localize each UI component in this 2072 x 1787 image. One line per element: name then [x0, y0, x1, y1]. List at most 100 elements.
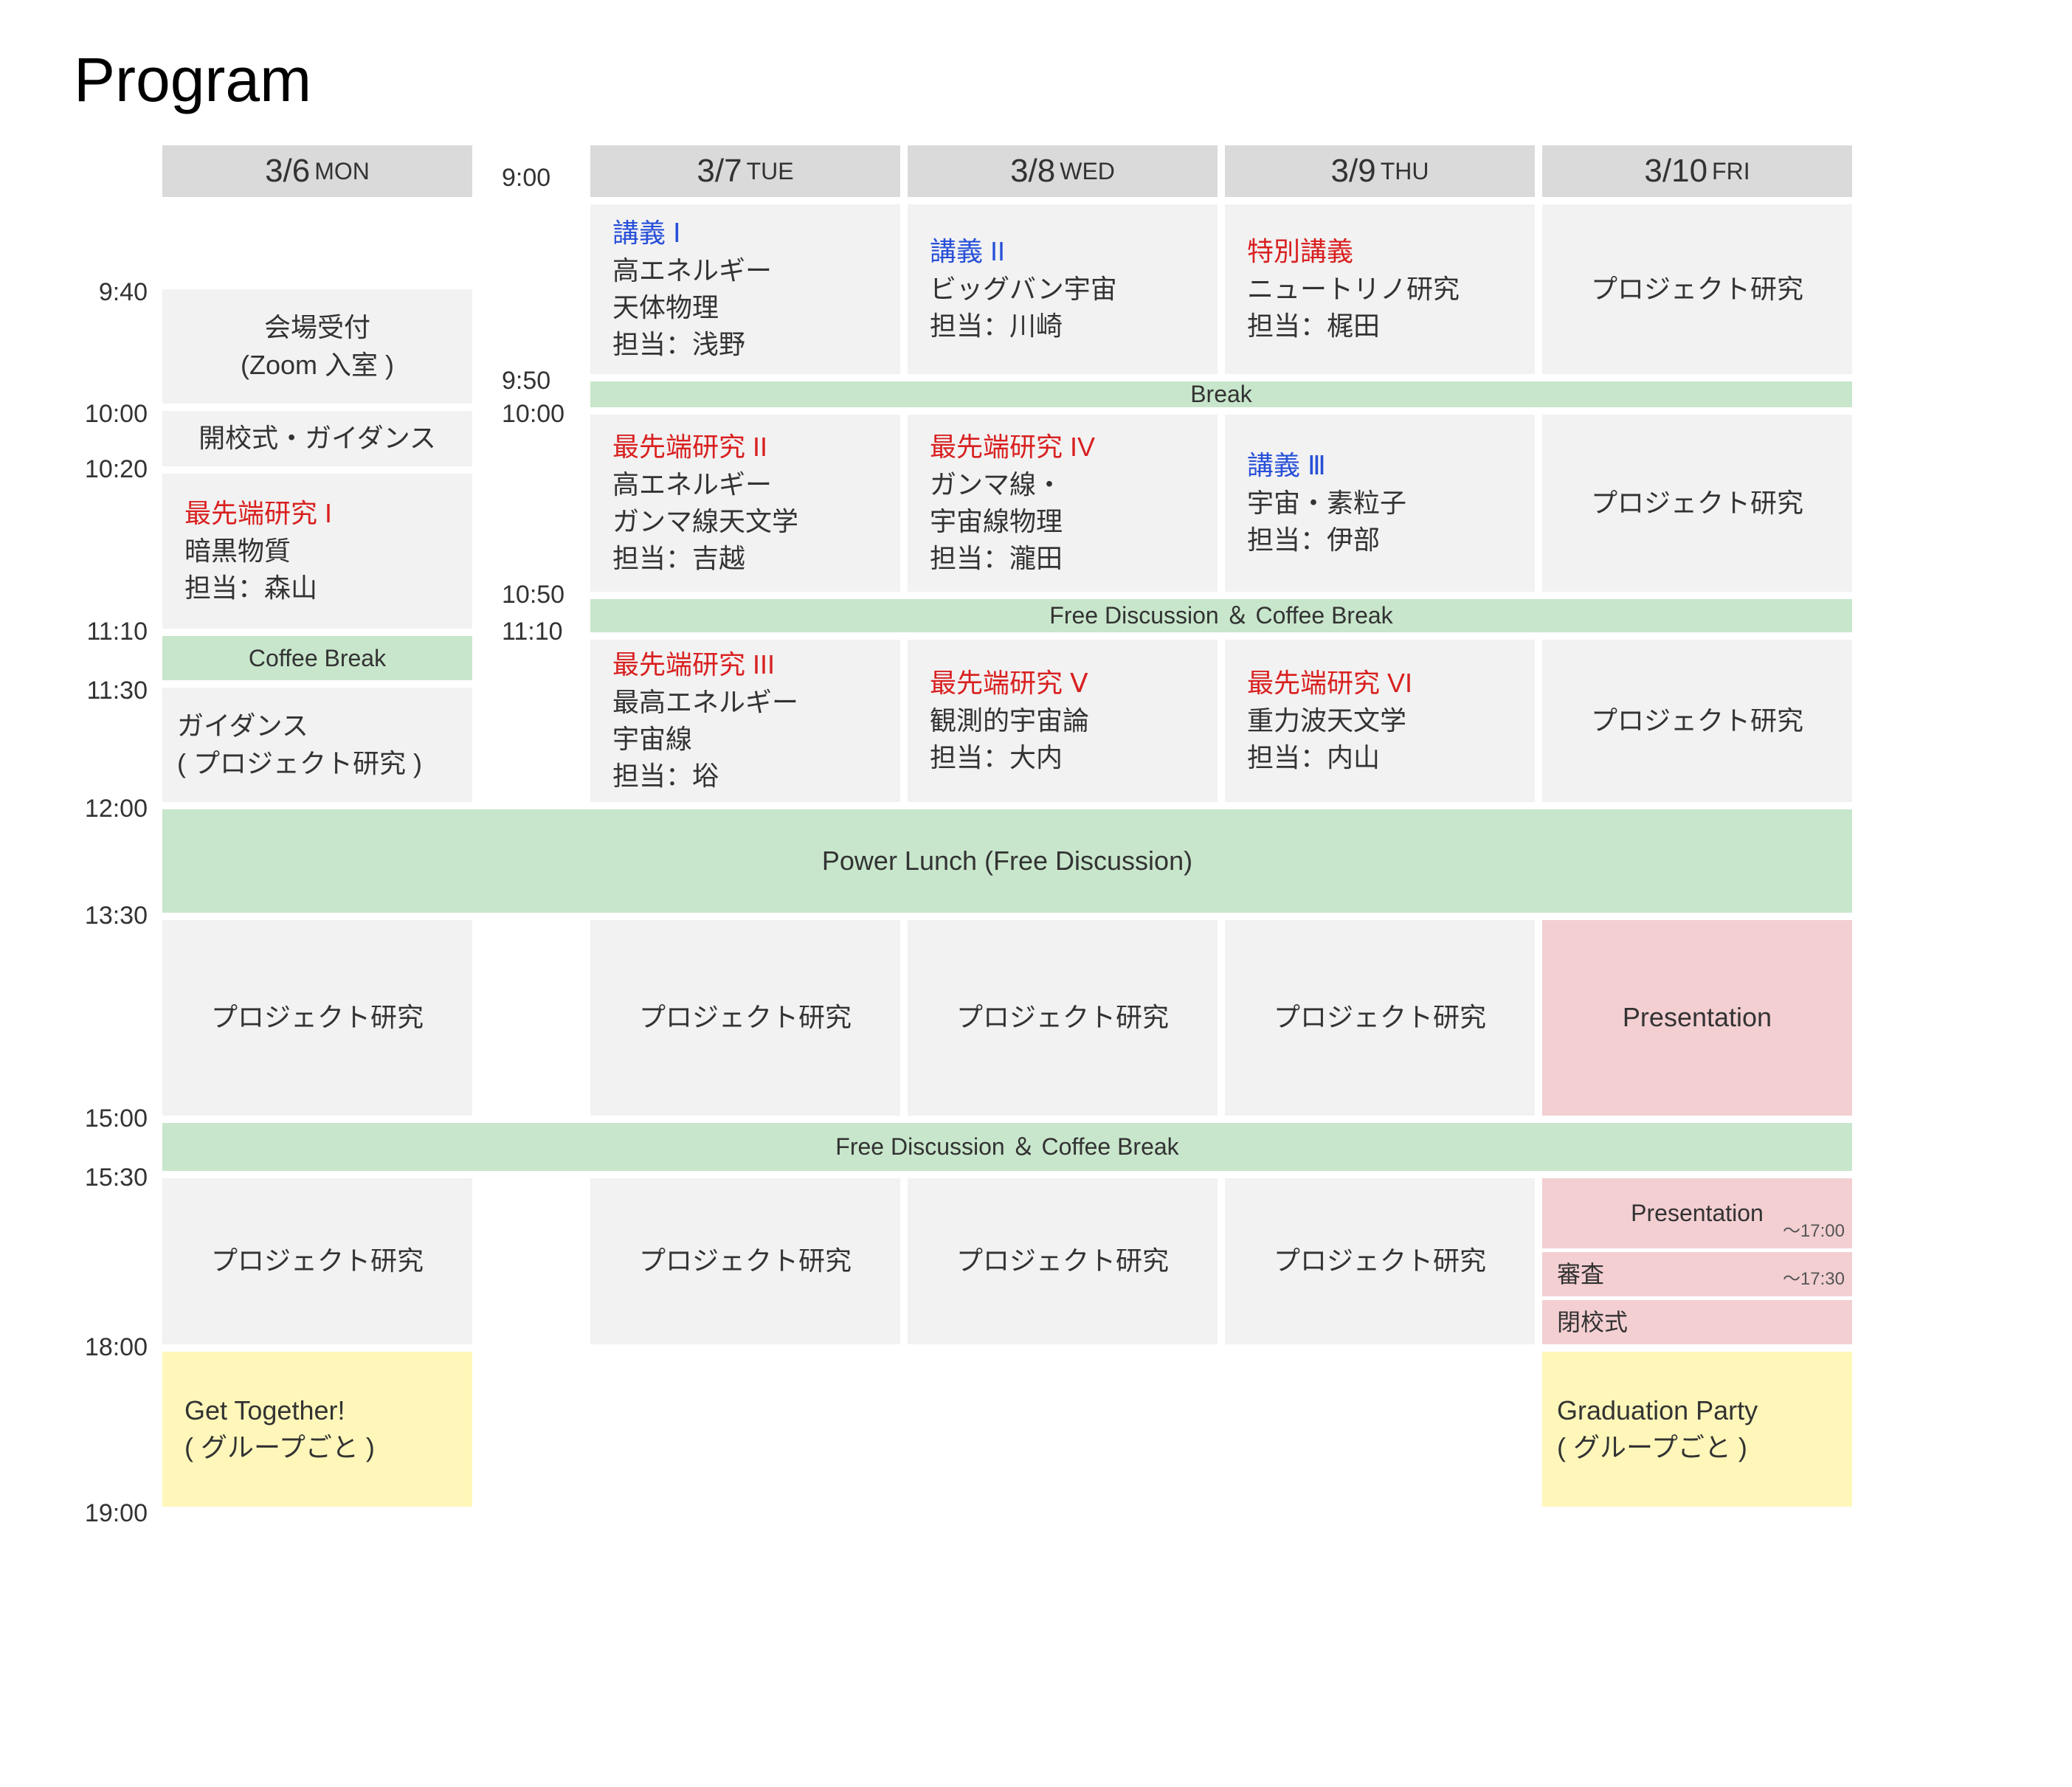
day-header: 3/7 TUE — [590, 145, 900, 197]
session-title: 最先端研究 II — [612, 429, 767, 466]
session-title: 最先端研究 III — [612, 646, 775, 683]
time-label: 10:00 — [66, 400, 148, 429]
thu-lecture-3: 講義 Ⅲ 宇宙・素粒子 担当：伊部 — [1225, 415, 1535, 592]
wed-project-pm2: プロジェクト研究 — [908, 1178, 1218, 1344]
line: 観測的宇宙論 — [930, 702, 1089, 739]
time-label: 11:10 — [66, 618, 148, 646]
line: 宇宙・素粒子 — [1247, 485, 1406, 522]
line: 暗黒物質 — [184, 533, 291, 570]
schedule-grid: 3/6 MON 3/7 TUE 3/8 WED 3/9 THU 3/10 FRI… — [44, 145, 1963, 1658]
line: 天体物理 — [612, 289, 719, 326]
time-label: 11:30 — [66, 677, 148, 705]
session-title: 講義 Ⅲ — [1247, 447, 1326, 484]
dow: WED — [1060, 155, 1115, 188]
session-title: 最先端研究 IV — [930, 429, 1095, 466]
day-header: 3/9 THU — [1225, 145, 1535, 197]
line: 担当：大内 — [930, 739, 1063, 776]
date: 3/7 — [697, 148, 742, 194]
power-lunch: Power Lunch (Free Discussion) — [162, 809, 1852, 913]
time-label: 15:30 — [66, 1164, 148, 1192]
thu-project-pm1: プロジェクト研究 — [1225, 920, 1535, 1116]
time-label: 13:30 — [66, 902, 148, 930]
line: ガンマ線・ — [930, 466, 1063, 503]
session-title: 最先端研究 I — [184, 495, 332, 532]
line: ガンマ線天文学 — [612, 503, 798, 540]
page-title: Program — [74, 44, 2028, 116]
time-label: 9:40 — [66, 278, 148, 307]
time-label: 19:00 — [66, 1499, 148, 1528]
line: 宇宙線物理 — [930, 503, 1063, 540]
mon-coffee-break: Coffee Break — [162, 636, 472, 680]
free-discussion-bar-2: Free Discussion ＆ Coffee Break — [162, 1123, 1852, 1171]
day-header: 3/10 FRI — [1542, 145, 1852, 197]
line: Graduation Party — [1557, 1392, 1758, 1429]
dow: FRI — [1712, 155, 1750, 188]
line: 担当：内山 — [1247, 739, 1380, 776]
session-title: 最先端研究 Ⅴ — [930, 665, 1088, 702]
date: 3/9 — [1331, 148, 1376, 194]
tue-research-2: 最先端研究 II 高エネルギー ガンマ線天文学 担当：吉越 — [590, 415, 900, 592]
line: (Zoom 入室 ) — [241, 347, 394, 384]
line: 宇宙線 — [612, 721, 692, 758]
line: ビッグバン宇宙 — [930, 271, 1117, 308]
dow: THU — [1381, 155, 1429, 188]
line: 重力波天文学 — [1247, 702, 1406, 739]
fri-project-1: プロジェクト研究 — [1542, 204, 1852, 374]
line: ( プロジェクト研究 ) — [177, 745, 422, 782]
time-label: 10:50 — [502, 581, 564, 609]
line: 高エネルギー — [612, 252, 772, 289]
time-label: ～17:00 — [1783, 1219, 1845, 1244]
line: 会場受付 — [264, 309, 370, 346]
session-title: 特別講義 — [1247, 233, 1353, 270]
mon-project-pm2: プロジェクト研究 — [162, 1178, 472, 1344]
dow: TUE — [747, 155, 794, 188]
day-header: 3/8 WED — [908, 145, 1218, 197]
line: 担当：梶田 — [1247, 308, 1380, 345]
time-label: 9:00 — [502, 164, 550, 193]
mon-reception: 会場受付 (Zoom 入室 ) — [162, 289, 472, 404]
session-title: 講義 Ⅰ — [612, 215, 681, 252]
tue-project-pm2: プロジェクト研究 — [590, 1178, 900, 1344]
day-header: 3/6 MON — [162, 145, 472, 197]
session-title: 講義 II — [930, 233, 1005, 270]
fri-presentation-2: Presentation ～17:00 — [1542, 1178, 1852, 1248]
mon-get-together: Get Together! ( グループごと ) — [162, 1352, 472, 1507]
mon-research-1: 最先端研究 I 暗黒物質 担当：森山 — [162, 474, 472, 629]
wed-lecture-2: 講義 II ビッグバン宇宙 担当：川崎 — [908, 204, 1218, 374]
line: 担当：瀧田 — [930, 540, 1063, 577]
break-bar: Break — [590, 381, 1852, 407]
line: 担当：吉越 — [612, 540, 745, 577]
line: 最高エネルギー — [612, 684, 798, 721]
free-discussion-bar-1: Free Discussion ＆ Coffee Break — [590, 599, 1852, 632]
fri-project-3: プロジェクト研究 — [1542, 640, 1852, 802]
line: ( グループごと ) — [1557, 1429, 1747, 1466]
tue-lecture-1: 講義 Ⅰ 高エネルギー 天体物理 担当：浅野 — [590, 204, 900, 374]
fri-closing: 閉校式 — [1542, 1300, 1852, 1344]
time-label: 12:00 — [66, 795, 148, 823]
line: ニュートリノ研究 — [1247, 271, 1460, 308]
time-label: 11:10 — [502, 618, 563, 646]
date: 3/6 — [265, 148, 310, 194]
session-title: 最先端研究 VI — [1247, 665, 1412, 702]
wed-research-5: 最先端研究 Ⅴ 観測的宇宙論 担当：大内 — [908, 640, 1218, 802]
time-label: 15:00 — [66, 1105, 148, 1133]
fri-review: 審査 ～17:30 — [1542, 1252, 1852, 1296]
line: Get Together! — [184, 1392, 345, 1429]
line: ガイダンス — [177, 708, 308, 744]
tue-project-pm1: プロジェクト研究 — [590, 920, 900, 1116]
time-label: 9:50 — [502, 367, 550, 395]
mon-guidance: ガイダンス ( プロジェクト研究 ) — [162, 688, 472, 802]
time-label: 18:00 — [66, 1333, 148, 1362]
fri-presentation-1: Presentation — [1542, 920, 1852, 1116]
line: 担当：浅野 — [612, 326, 745, 363]
line: ( グループごと ) — [184, 1429, 375, 1466]
line: 担当：伊部 — [1247, 522, 1380, 559]
thu-project-pm2: プロジェクト研究 — [1225, 1178, 1535, 1344]
thu-special-lecture: 特別講義 ニュートリノ研究 担当：梶田 — [1225, 204, 1535, 374]
wed-research-4: 最先端研究 IV ガンマ線・ 宇宙線物理 担当：瀧田 — [908, 415, 1218, 592]
mon-opening: 開校式・ガイダンス — [162, 411, 472, 466]
time-label: 10:20 — [66, 455, 148, 484]
date: 3/10 — [1644, 148, 1707, 194]
line: 担当：森山 — [184, 570, 317, 606]
line: 担当：川崎 — [930, 308, 1063, 345]
